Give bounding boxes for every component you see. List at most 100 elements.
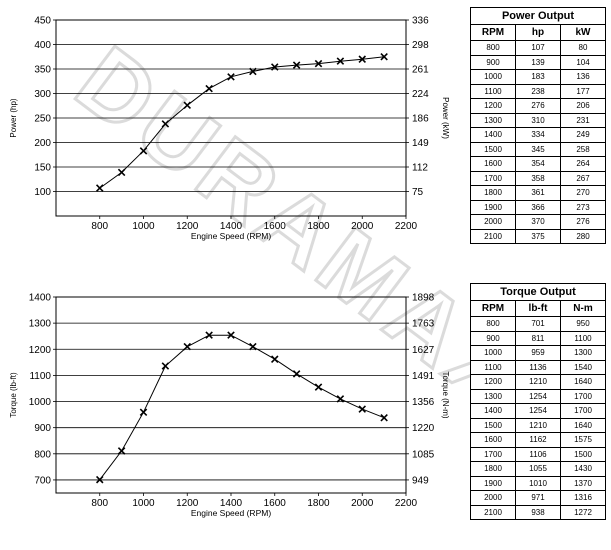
column-header-rpm: RPM xyxy=(470,24,516,41)
table-row: 1500 1210 1640 xyxy=(470,417,606,433)
table-cell: 139 xyxy=(515,54,561,70)
table-cell: 1800 xyxy=(470,185,516,201)
table-cell: 136 xyxy=(560,69,606,85)
table-cell: 107 xyxy=(515,40,561,56)
torque-y-tick-label-right: 1627 xyxy=(412,345,435,356)
table-cell: 800 xyxy=(470,40,516,56)
table-cell: 1100 xyxy=(470,83,516,99)
torque-y-tick-label-right: 949 xyxy=(412,475,429,486)
table-cell: 1370 xyxy=(560,475,606,491)
power-x-tick-label: 1800 xyxy=(307,221,330,232)
table-row: 2000 370 276 xyxy=(470,214,606,230)
torque-x-tick-label: 2200 xyxy=(395,498,418,509)
table-cell: 1700 xyxy=(560,388,606,404)
table-cell: 1210 xyxy=(515,417,561,433)
table-cell: 1640 xyxy=(560,417,606,433)
torque-y-axis-label-left: Torque (lb-ft) xyxy=(9,372,18,418)
table-cell: 276 xyxy=(560,214,606,230)
table-row: 1300 310 231 xyxy=(470,112,606,128)
torque-chart: 700 949 800 1085 900 1220 1000 1356 1100 1491 1200… xyxy=(9,293,450,519)
table-cell: 1400 xyxy=(470,403,516,419)
table-cell: 1500 xyxy=(560,446,606,462)
table-row: 900 811 1100 xyxy=(470,330,606,346)
table-cell: 2000 xyxy=(470,490,516,506)
table-cell: 2000 xyxy=(470,214,516,230)
torque-line xyxy=(99,334,385,481)
plot-frame xyxy=(55,296,407,494)
power-y-tick-label: 200 xyxy=(34,138,51,149)
table-cell: 900 xyxy=(470,54,516,70)
table-cell: 1254 xyxy=(515,403,561,419)
table-cell: 370 xyxy=(515,214,561,230)
table-cell: 249 xyxy=(560,127,606,143)
torque-y-tick-label-right: 1491 xyxy=(412,371,435,382)
power-y-tick-label-right: 261 xyxy=(412,65,429,76)
power-data-point xyxy=(227,73,235,81)
power-y-tick-label-right: 112 xyxy=(412,163,428,174)
power-line xyxy=(99,56,385,189)
table-cell: 2100 xyxy=(470,504,516,520)
table-cell: 1300 xyxy=(560,345,606,361)
table-cell: 1000 xyxy=(470,345,516,361)
table-cell: 938 xyxy=(515,504,561,520)
table-row: 1300 1254 1700 xyxy=(470,388,606,404)
table-cell: 1700 xyxy=(470,170,516,186)
power-y-axis-label-left: Power (hp) xyxy=(9,98,18,137)
torque-y-tick-label: 1300 xyxy=(29,319,52,330)
table-cell: 361 xyxy=(515,185,561,201)
torque-y-tick-label: 1100 xyxy=(29,371,51,382)
power-data-point xyxy=(183,101,192,110)
table-row: 1800 361 270 xyxy=(470,185,606,201)
table-title: Power Output xyxy=(470,7,606,25)
power-y-tick-label-right: 298 xyxy=(412,40,429,51)
torque-x-axis-label: Engine Speed (RPM) xyxy=(191,508,271,518)
table-cell: 354 xyxy=(515,156,561,172)
table-cell: 273 xyxy=(560,199,606,215)
torque-x-tick-label: 1400 xyxy=(220,498,243,509)
table-row: 1600 1162 1575 xyxy=(470,432,606,448)
torque-x-tick-label: 2000 xyxy=(351,498,374,509)
table-cell: 177 xyxy=(560,83,606,99)
table-row: 1400 1254 1700 xyxy=(470,403,606,419)
table-cell: 1100 xyxy=(560,330,606,346)
table-cell: 1700 xyxy=(560,403,606,419)
torque-data-point xyxy=(336,395,345,403)
table-cell: 1106 xyxy=(515,446,561,462)
table-cell: 1500 xyxy=(470,417,516,433)
torque-data-point xyxy=(183,342,192,351)
table-cell: 1162 xyxy=(515,432,561,448)
power-x-tick-label: 1400 xyxy=(220,221,243,232)
column-header-n-m: N-m xyxy=(560,300,606,317)
power-x-tick-label: 2200 xyxy=(395,221,418,232)
table-cell: 1272 xyxy=(560,504,606,520)
power-data-point xyxy=(139,147,148,155)
table-row: 1700 1106 1500 xyxy=(470,446,606,462)
torque-y-tick-label-right: 1085 xyxy=(412,449,435,460)
table-cell: 258 xyxy=(560,141,606,157)
table-cell: 1900 xyxy=(470,475,516,491)
table-row: 800 701 950 xyxy=(470,316,606,332)
table-row: 1100 1136 1540 xyxy=(470,359,606,375)
table-cell: 280 xyxy=(560,228,606,244)
table-row: 1000 959 1300 xyxy=(470,345,606,361)
table-cell: 1136 xyxy=(515,359,561,375)
torque-y-tick-label-right: 1356 xyxy=(412,397,435,408)
table-row: 1100 238 177 xyxy=(470,83,606,99)
table-row: 2000 971 1316 xyxy=(470,490,606,506)
torque-y-tick-label: 1000 xyxy=(29,397,52,408)
table-cell: 701 xyxy=(515,316,561,332)
table-cell: 1400 xyxy=(470,127,516,143)
power-y-tick-label-right: 224 xyxy=(412,89,429,100)
table-row: 1600 354 264 xyxy=(470,156,606,172)
table-cell: 1100 xyxy=(470,359,516,375)
torque-data-point xyxy=(380,413,388,422)
torque-data-point xyxy=(95,475,104,484)
torque-data-point xyxy=(161,362,170,370)
table-row: 1200 1210 1640 xyxy=(470,374,606,390)
column-header-rpm: RPM xyxy=(470,300,516,317)
power-y-tick-label: 450 xyxy=(34,16,51,27)
table-cell: 1900 xyxy=(470,199,516,215)
table-cell: 358 xyxy=(515,170,561,186)
table-cell: 267 xyxy=(560,170,606,186)
table-cell: 1300 xyxy=(470,388,516,404)
